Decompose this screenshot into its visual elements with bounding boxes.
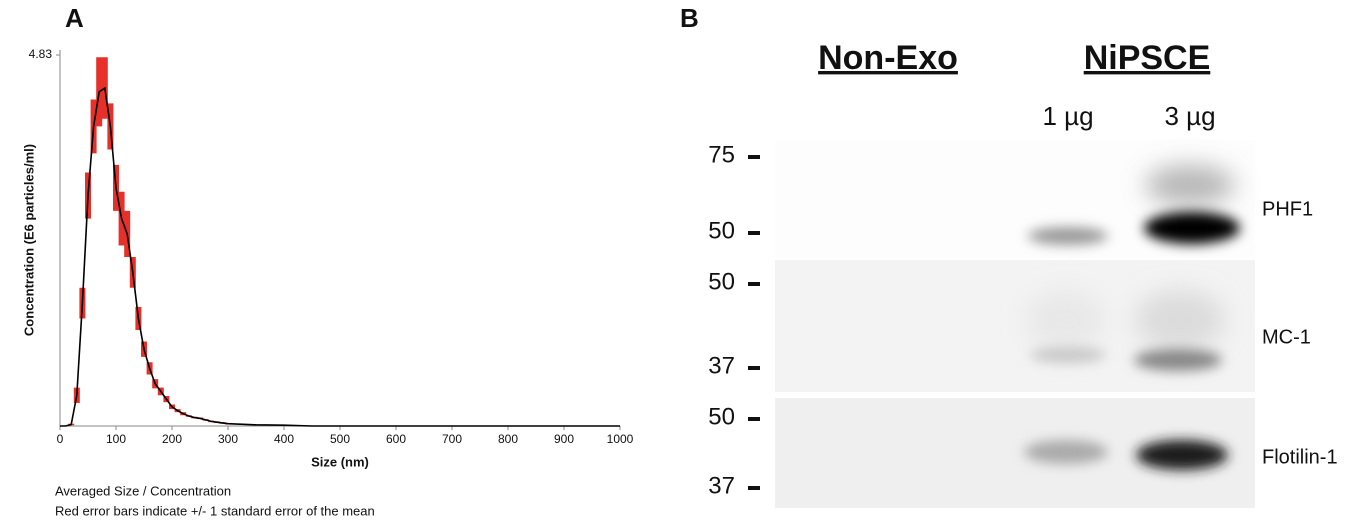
x-tick-label: 800 (498, 432, 518, 446)
mean-line (60, 88, 620, 426)
x-tick-label: 600 (386, 432, 406, 446)
y-axis-label: Concentration (E6 particles/ml) (21, 144, 36, 336)
panel-label: A (65, 3, 84, 33)
caption: Averaged Size / Concentration (55, 483, 231, 498)
caption: Red error bars indicate +/- 1 standard e… (55, 503, 375, 518)
figure: A Concentration (E6 particles/ml) Size (… (0, 0, 1372, 523)
y-tick-label: 4.83 (29, 47, 53, 61)
marker-label: 75 (708, 141, 735, 168)
blot-label: PHF1 (1262, 198, 1313, 220)
x-tick-label: 500 (330, 432, 350, 446)
marker-label: 37 (708, 352, 735, 379)
x-tick-label: 1000 (607, 432, 634, 446)
group-label: Non-Exo (818, 39, 958, 77)
blot-panel: B Non-Exo NiPSCE 1 µg 3 µg 75 50 50 37 5… (680, 3, 1338, 508)
x-axis-label: Size (nm) (311, 454, 369, 469)
x-tick-label: 200 (162, 432, 182, 446)
x-tick-label: 900 (554, 432, 574, 446)
blot-label: MC-1 (1262, 326, 1311, 348)
group-label: NiPSCE (1084, 39, 1211, 77)
marker-dashes (748, 157, 760, 488)
lane-label: 3 µg (1164, 101, 1215, 131)
x-tick-label: 0 (57, 432, 64, 446)
marker-label: 50 (708, 217, 735, 244)
x-tick-label: 400 (274, 432, 294, 446)
x-tick-label: 100 (106, 432, 126, 446)
x-tick-label: 300 (218, 432, 238, 446)
marker-label: 37 (708, 472, 735, 499)
lane-label: 1 µg (1042, 101, 1093, 131)
x-tick-label: 700 (442, 432, 462, 446)
panel-label: B (680, 3, 699, 33)
marker-label: 50 (708, 403, 735, 430)
marker-label: 50 (708, 268, 735, 295)
blot-label: Flotilin-1 (1262, 446, 1338, 468)
